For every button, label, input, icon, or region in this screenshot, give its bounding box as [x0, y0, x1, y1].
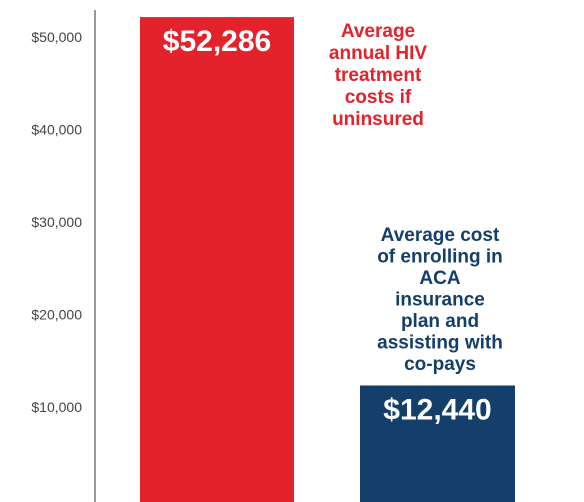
- annotation: plan and: [401, 311, 479, 332]
- annotation: uninsured: [332, 109, 424, 130]
- y-tick-label: $10,000: [31, 399, 82, 415]
- y-tick-label: $30,000: [31, 214, 82, 230]
- y-tick-label: $50,000: [31, 29, 82, 45]
- annotation: co-pays: [404, 354, 476, 375]
- annotation: treatment: [335, 65, 422, 86]
- annotation: Average: [341, 21, 415, 42]
- annotation: annual HIV: [329, 43, 428, 64]
- annotation: insurance: [395, 290, 485, 311]
- y-tick-label: $20,000: [31, 306, 82, 322]
- annotation: ACA: [419, 268, 460, 289]
- annotation: Average cost: [381, 225, 500, 246]
- value-label: $52,286: [163, 25, 271, 58]
- annotation: of enrolling in: [377, 247, 503, 268]
- value-label: $12,440: [383, 393, 491, 426]
- bar: [360, 385, 515, 502]
- annotation: assisting with: [377, 333, 503, 354]
- annotation: costs if: [345, 87, 412, 108]
- bar: [140, 17, 294, 502]
- y-tick-label: $40,000: [31, 121, 82, 137]
